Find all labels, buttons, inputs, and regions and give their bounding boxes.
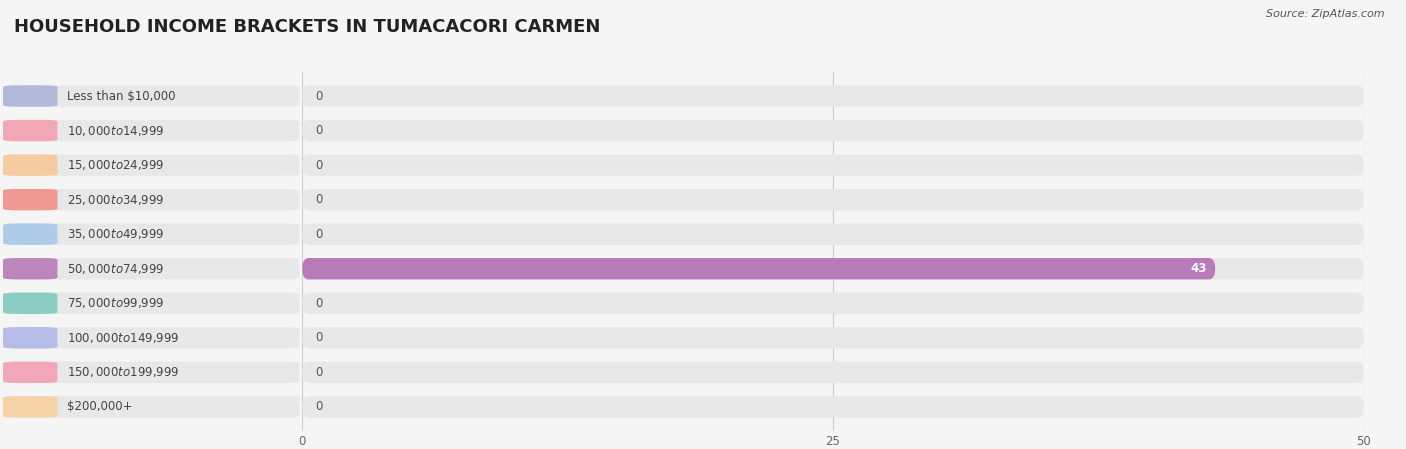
Text: 0: 0: [315, 228, 322, 241]
Text: Less than $10,000: Less than $10,000: [66, 89, 174, 102]
FancyBboxPatch shape: [3, 154, 299, 176]
FancyBboxPatch shape: [302, 361, 1364, 383]
Text: $200,000+: $200,000+: [66, 401, 132, 414]
FancyBboxPatch shape: [3, 120, 58, 141]
FancyBboxPatch shape: [3, 327, 299, 348]
Text: $100,000 to $149,999: $100,000 to $149,999: [66, 331, 179, 345]
FancyBboxPatch shape: [3, 258, 299, 279]
FancyBboxPatch shape: [3, 189, 299, 210]
FancyBboxPatch shape: [3, 224, 58, 245]
Text: $15,000 to $24,999: $15,000 to $24,999: [66, 158, 165, 172]
Text: 0: 0: [315, 158, 322, 172]
FancyBboxPatch shape: [3, 154, 58, 176]
Text: 0: 0: [315, 193, 322, 206]
FancyBboxPatch shape: [3, 85, 299, 107]
FancyBboxPatch shape: [3, 189, 58, 210]
Text: 0: 0: [315, 297, 322, 310]
FancyBboxPatch shape: [3, 361, 58, 383]
Text: 0: 0: [315, 366, 322, 379]
Text: 43: 43: [1191, 262, 1206, 275]
FancyBboxPatch shape: [302, 189, 1364, 210]
FancyBboxPatch shape: [3, 396, 299, 418]
FancyBboxPatch shape: [302, 258, 1364, 279]
FancyBboxPatch shape: [302, 224, 1364, 245]
Text: HOUSEHOLD INCOME BRACKETS IN TUMACACORI CARMEN: HOUSEHOLD INCOME BRACKETS IN TUMACACORI …: [14, 18, 600, 36]
Text: 0: 0: [315, 401, 322, 414]
Text: $10,000 to $14,999: $10,000 to $14,999: [66, 123, 165, 137]
FancyBboxPatch shape: [3, 120, 299, 141]
FancyBboxPatch shape: [3, 396, 58, 418]
FancyBboxPatch shape: [302, 327, 1364, 348]
FancyBboxPatch shape: [3, 293, 58, 314]
FancyBboxPatch shape: [302, 120, 1364, 141]
FancyBboxPatch shape: [3, 293, 299, 314]
Text: 0: 0: [315, 124, 322, 137]
FancyBboxPatch shape: [3, 224, 299, 245]
FancyBboxPatch shape: [302, 396, 1364, 418]
FancyBboxPatch shape: [302, 258, 1215, 279]
FancyBboxPatch shape: [3, 85, 58, 107]
Text: $25,000 to $34,999: $25,000 to $34,999: [66, 193, 165, 207]
Text: $35,000 to $49,999: $35,000 to $49,999: [66, 227, 165, 241]
Text: $75,000 to $99,999: $75,000 to $99,999: [66, 296, 165, 310]
Text: Source: ZipAtlas.com: Source: ZipAtlas.com: [1267, 9, 1385, 19]
FancyBboxPatch shape: [3, 361, 299, 383]
Text: $50,000 to $74,999: $50,000 to $74,999: [66, 262, 165, 276]
Text: 0: 0: [315, 89, 322, 102]
FancyBboxPatch shape: [3, 258, 58, 279]
FancyBboxPatch shape: [302, 154, 1364, 176]
Text: 0: 0: [315, 331, 322, 344]
FancyBboxPatch shape: [3, 327, 58, 348]
FancyBboxPatch shape: [302, 293, 1364, 314]
FancyBboxPatch shape: [302, 85, 1364, 107]
Text: $150,000 to $199,999: $150,000 to $199,999: [66, 365, 179, 379]
